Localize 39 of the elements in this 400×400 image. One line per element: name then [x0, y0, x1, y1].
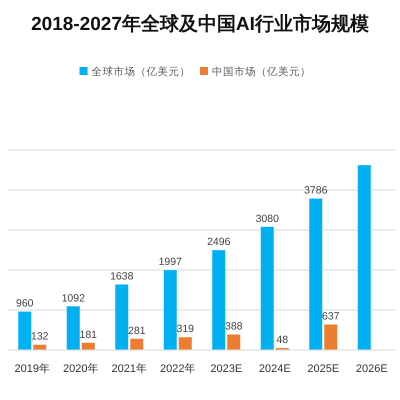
data-label: 3080: [256, 212, 280, 225]
bar: [212, 250, 226, 350]
data-label: 181: [79, 328, 98, 341]
bar: [309, 198, 322, 350]
x-tick-label: 2022年: [160, 363, 196, 375]
data-label: 48: [276, 334, 288, 346]
bar: [33, 344, 46, 350]
x-tick-label: 2020年: [63, 363, 98, 375]
bar: [260, 226, 274, 350]
data-label: 1638: [110, 270, 134, 282]
bar: [115, 284, 128, 350]
bar: [130, 338, 144, 350]
x-tick-label: 2019年: [14, 363, 50, 375]
data-label: 132: [30, 330, 49, 343]
bar: [82, 342, 95, 350]
data-label: 319: [176, 323, 194, 336]
data-label: 1092: [62, 292, 86, 304]
bar: [227, 334, 240, 350]
bar: [18, 312, 32, 350]
legend-label: 全球市场（亿美元）: [92, 65, 190, 78]
x-tick-label: 2021年: [112, 363, 147, 375]
bar: [66, 306, 80, 350]
data-label: 637: [322, 310, 340, 323]
data-label: 2496: [207, 236, 231, 248]
data-label: 388: [224, 320, 243, 332]
x-tick-label: 2026E: [356, 363, 388, 375]
x-tick-label: 2023E: [210, 363, 242, 375]
chart-title: 2018-2027年全球及中国AI行业市场规模: [31, 13, 369, 35]
x-tick-label: 2024E: [258, 363, 291, 375]
data-label: 3786: [304, 184, 328, 197]
bar: [178, 337, 192, 350]
data-label: 1997: [158, 256, 182, 268]
x-tick-label: 2025E: [307, 363, 340, 375]
data-label: 281: [128, 324, 146, 337]
legend-label: 中国市场（亿美元）: [212, 65, 311, 78]
data-label: 960: [16, 298, 34, 310]
bar: [324, 324, 338, 350]
bar: [164, 270, 177, 350]
bar: [358, 165, 371, 350]
